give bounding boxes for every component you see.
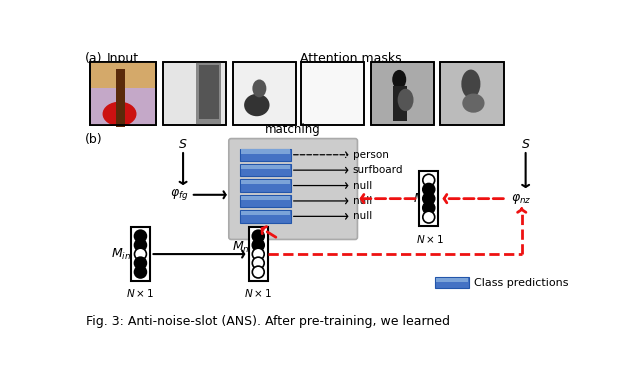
Circle shape — [134, 248, 147, 260]
Circle shape — [252, 230, 264, 242]
Bar — [419, 171, 438, 226]
Text: Input: Input — [107, 52, 139, 65]
Ellipse shape — [103, 102, 136, 125]
Circle shape — [423, 202, 435, 214]
Text: person: person — [353, 150, 388, 160]
Text: $N \times 1$: $N \times 1$ — [126, 287, 154, 299]
Text: (a): (a) — [84, 52, 102, 65]
Text: $N \times 1$: $N \times 1$ — [416, 232, 444, 244]
Text: Class predictions: Class predictions — [474, 278, 568, 288]
Bar — [241, 210, 291, 222]
Text: (b): (b) — [84, 133, 102, 146]
Bar — [196, 62, 221, 125]
Circle shape — [423, 183, 435, 195]
Bar — [249, 227, 268, 281]
Text: $\varphi_{fg}$: $\varphi_{fg}$ — [170, 187, 188, 202]
Bar — [241, 148, 291, 161]
Bar — [198, 65, 219, 119]
Bar — [131, 227, 150, 281]
Text: null: null — [353, 211, 372, 221]
Circle shape — [252, 266, 264, 278]
Text: $M_{inv}$: $M_{inv}$ — [111, 247, 138, 262]
Text: surfboard: surfboard — [353, 165, 403, 175]
Circle shape — [134, 239, 147, 251]
Bar — [163, 62, 227, 125]
Bar — [241, 179, 291, 192]
Ellipse shape — [461, 70, 481, 98]
Bar — [301, 62, 364, 125]
Bar — [241, 164, 291, 176]
Bar — [91, 62, 155, 89]
Circle shape — [252, 257, 264, 269]
Bar — [371, 62, 434, 125]
Ellipse shape — [392, 70, 406, 89]
Bar — [241, 180, 290, 185]
Bar — [116, 69, 125, 127]
Text: null: null — [353, 196, 372, 206]
FancyBboxPatch shape — [229, 139, 358, 240]
Text: null: null — [353, 180, 372, 190]
Circle shape — [423, 193, 435, 205]
Circle shape — [252, 239, 264, 251]
Bar — [241, 211, 290, 215]
Bar — [393, 86, 407, 121]
Circle shape — [252, 248, 264, 260]
Circle shape — [134, 230, 147, 242]
Ellipse shape — [397, 89, 413, 111]
Text: $M_{nz}$: $M_{nz}$ — [232, 240, 255, 256]
Bar — [436, 278, 468, 282]
Bar — [440, 62, 504, 125]
Bar — [233, 62, 296, 125]
Text: $N \times 1$: $N \times 1$ — [244, 287, 273, 299]
Bar — [301, 62, 364, 125]
Text: Attention masks: Attention masks — [300, 52, 402, 65]
Text: matching: matching — [265, 123, 321, 136]
Bar — [241, 196, 290, 200]
Bar — [163, 62, 227, 125]
Text: Fig. 3: Anti-noise-slot (ANS). After pre-training, we learned: Fig. 3: Anti-noise-slot (ANS). After pre… — [86, 315, 450, 328]
Circle shape — [423, 174, 435, 186]
Text: $S$: $S$ — [521, 138, 531, 151]
Bar — [233, 62, 296, 125]
Bar — [90, 62, 156, 125]
Bar — [440, 62, 504, 125]
Circle shape — [134, 257, 147, 269]
Circle shape — [423, 211, 435, 223]
Ellipse shape — [252, 80, 266, 97]
Text: $S$: $S$ — [179, 138, 188, 151]
Text: $\varphi_{nz}$: $\varphi_{nz}$ — [511, 192, 532, 206]
Bar — [241, 195, 291, 207]
Bar — [241, 165, 290, 169]
Bar — [371, 62, 434, 125]
Bar — [91, 89, 155, 125]
Ellipse shape — [462, 93, 484, 113]
Bar — [90, 62, 156, 125]
Text: $M$: $M$ — [413, 192, 426, 205]
Bar — [241, 150, 290, 154]
Circle shape — [134, 266, 147, 278]
Bar — [435, 277, 469, 288]
Ellipse shape — [244, 94, 269, 116]
